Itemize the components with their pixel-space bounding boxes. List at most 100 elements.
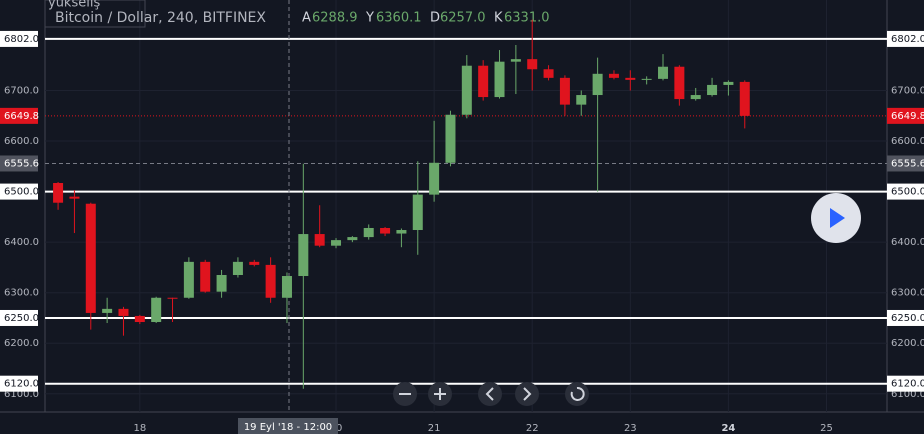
legend-ohlc: A 6288.9 Y 6360.1 D 6257.0 K 6331.0 (302, 11, 550, 26)
level-label: 6802.0 (891, 34, 924, 45)
candle-body (281, 276, 292, 298)
candle-body (102, 308, 113, 313)
level-label-box (887, 155, 924, 172)
level-label-box (887, 30, 924, 47)
candle-body (527, 59, 538, 70)
candle-body (232, 261, 243, 276)
level-label-box (0, 155, 38, 172)
level-label: 6120.0 (891, 379, 924, 390)
candle-body (249, 261, 260, 265)
level-label-box (887, 309, 924, 326)
level-label-box (0, 183, 38, 200)
level-label: 6649.8 (4, 111, 39, 122)
level-label: 6555.6 (891, 158, 924, 169)
candle-body (690, 95, 701, 100)
scroll-left[interactable] (478, 382, 502, 406)
level-label: 6500.0 (891, 187, 924, 198)
x-tick-label: 18 (133, 423, 146, 434)
ohlc-value: 6331.0 (504, 11, 550, 26)
ohlc-label: D (430, 11, 440, 26)
y-tick-label: 6100.0 (4, 389, 39, 400)
ohlc-label: K (494, 11, 503, 26)
candle-body (363, 227, 374, 238)
level-label: 6120.0 (4, 379, 39, 390)
ohlc-value: 6288.9 (312, 11, 358, 26)
y-tick-label: 6300.0 (4, 288, 39, 299)
candle-body (576, 95, 587, 105)
candle-body (559, 77, 570, 105)
candle-body (739, 81, 750, 116)
candle-body (461, 65, 472, 115)
y-tick-label: 6200.0 (4, 338, 39, 349)
candle-body (608, 73, 619, 78)
icon (830, 208, 845, 228)
level-label: 6500.0 (4, 187, 39, 198)
y-tick-label: 6100.0 (891, 389, 924, 400)
level-label-box (0, 107, 38, 124)
icon (570, 386, 585, 401)
icon (485, 387, 494, 401)
x-tick-label: 25 (820, 423, 833, 434)
toolbar (393, 193, 861, 406)
level-label-box (0, 30, 38, 47)
level-label-box (0, 309, 38, 326)
candle-body (265, 264, 276, 298)
level-label: 6649.8 (891, 111, 924, 122)
x-tick-label: 24 (721, 423, 735, 434)
candle-body (707, 84, 718, 96)
level-label: 6250.0 (891, 313, 924, 324)
candle-body (200, 261, 211, 292)
crosshair-label: 19 Eyl '18 - 12:00 (244, 422, 332, 433)
candle-body (53, 182, 64, 203)
candle-body (331, 240, 342, 246)
icon (434, 388, 446, 400)
candle-body (625, 77, 636, 80)
candle-body (314, 234, 325, 246)
level-label-box (887, 107, 924, 124)
y-tick-label: 6400.0 (891, 237, 924, 248)
y-tick-label: 6600.0 (4, 136, 39, 147)
candle-body (167, 297, 178, 299)
legend-title: yükseliş (48, 0, 100, 11)
candle-body (134, 315, 145, 323)
x-tick-label: 21 (428, 423, 441, 434)
y-tick-label: 6400.0 (4, 237, 39, 248)
candle-body (674, 66, 685, 100)
ohlc-value: 6360.1 (376, 11, 422, 26)
y-tick-label: 6200.0 (891, 338, 924, 349)
candle-body (118, 308, 129, 316)
ohlc-label: Y (365, 11, 374, 26)
icon (523, 387, 532, 401)
candle-body (641, 78, 652, 80)
candle-body (69, 196, 80, 199)
level-label: 6555.6 (4, 158, 39, 169)
candle-body (380, 227, 391, 234)
y-tick-label: 6600.0 (891, 136, 924, 147)
candle-body (298, 234, 309, 277)
reset[interactable] (565, 382, 589, 406)
candle-body (543, 69, 554, 78)
legend-box (44, 0, 146, 28)
candle-body (347, 237, 358, 241)
y-tick-label: 6700.0 (891, 85, 924, 96)
candle-body (429, 162, 440, 195)
candle-body (151, 297, 162, 323)
legend-symbol: Bitcoin / Dollar, 240, BITFINEX (55, 10, 266, 26)
scroll-right[interactable] (515, 382, 539, 406)
candle-body (216, 275, 227, 292)
candle-body (592, 73, 603, 96)
level-label: 6802.0 (4, 34, 39, 45)
ohlc-value: 6257.0 (440, 11, 486, 26)
candle-body (412, 194, 423, 231)
candle-body (183, 261, 194, 298)
level-label-box (887, 375, 924, 392)
candle-body (658, 66, 669, 79)
y-tick-label: 6700.0 (4, 85, 39, 96)
candle-body (723, 81, 734, 85)
x-tick-label: 22 (526, 423, 539, 434)
candle-body (478, 65, 489, 98)
level-label-box (887, 183, 924, 200)
